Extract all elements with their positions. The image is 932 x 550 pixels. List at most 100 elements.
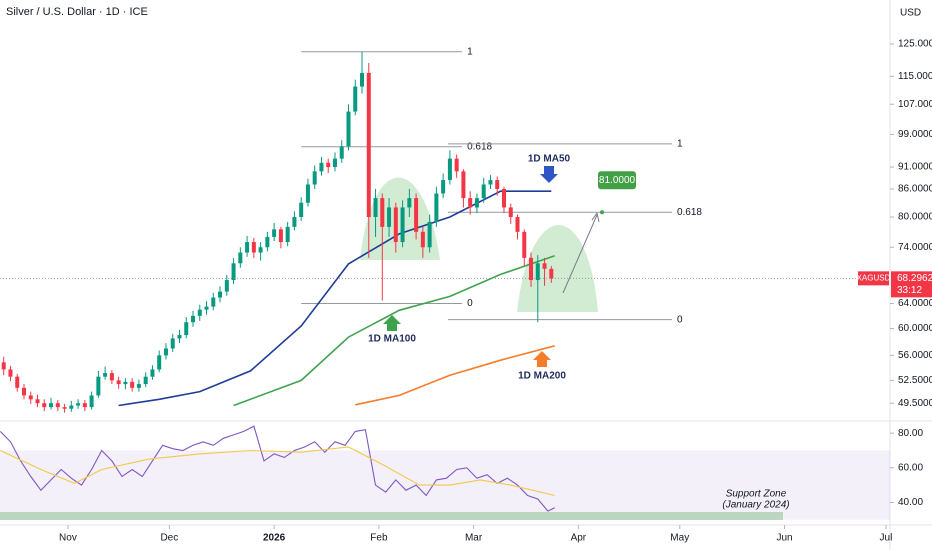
candle-body bbox=[515, 217, 520, 232]
target-point bbox=[600, 210, 605, 215]
rsi-line bbox=[0, 446, 555, 497]
moving-average bbox=[355, 345, 555, 406]
countdown-label: 33:12 bbox=[897, 285, 922, 296]
candle-body bbox=[508, 207, 513, 218]
candle-body bbox=[549, 268, 554, 279]
candle-body bbox=[143, 376, 148, 385]
pattern-shoulder bbox=[517, 225, 598, 312]
candle-body bbox=[211, 297, 216, 307]
candle-body bbox=[501, 188, 506, 208]
candle-body bbox=[292, 217, 297, 227]
candle-body bbox=[373, 198, 378, 218]
candle-body bbox=[535, 263, 540, 281]
candle-body bbox=[238, 252, 243, 264]
candle-body bbox=[380, 198, 385, 227]
candle-body bbox=[245, 242, 250, 253]
projection-arrow bbox=[562, 214, 598, 294]
x-tick-label: Nov bbox=[59, 533, 77, 544]
candle-body bbox=[420, 231, 425, 248]
candle-body bbox=[495, 180, 500, 189]
support-zone bbox=[0, 512, 783, 520]
candle-body bbox=[353, 86, 358, 112]
ma200-arrow bbox=[533, 351, 551, 367]
y-tick-label: 107.0000 bbox=[898, 99, 932, 110]
ma100-arrow bbox=[383, 315, 401, 331]
candle-body bbox=[447, 158, 452, 181]
projection-arrowhead bbox=[591, 212, 600, 223]
moving-average bbox=[233, 254, 555, 407]
y-tick-label: 56.0000 bbox=[898, 350, 932, 361]
candle-body bbox=[218, 291, 223, 298]
candle-body bbox=[170, 338, 175, 349]
candle-body bbox=[265, 236, 270, 248]
candle-body bbox=[204, 306, 209, 310]
candle-body bbox=[454, 158, 459, 172]
candle-body bbox=[366, 72, 371, 218]
fib-label: 0 bbox=[467, 298, 473, 309]
candle-body bbox=[184, 322, 189, 336]
candle-body bbox=[15, 376, 20, 388]
candle-body bbox=[434, 193, 439, 222]
candle-body bbox=[360, 72, 365, 87]
support-zone-label: Support Zone bbox=[726, 489, 787, 500]
candle-body bbox=[441, 180, 446, 194]
candle-body bbox=[231, 263, 236, 281]
y-tick-label: 60.00 bbox=[898, 462, 923, 473]
x-tick-label: Jun bbox=[776, 533, 792, 544]
ma-label: 1D MA50 bbox=[528, 154, 571, 165]
candle-body bbox=[542, 263, 547, 269]
symbol-box bbox=[858, 271, 889, 286]
candle-body bbox=[299, 202, 304, 218]
candle-body bbox=[21, 387, 26, 396]
candle-body bbox=[488, 180, 493, 185]
candle-body bbox=[35, 399, 40, 404]
y-tick-label: 74.0000 bbox=[898, 242, 932, 253]
candle-body bbox=[285, 226, 290, 243]
candle-body bbox=[319, 162, 324, 172]
candle-body bbox=[427, 221, 432, 248]
y-tick-label: 80.00 bbox=[898, 428, 923, 439]
candle-body bbox=[481, 184, 486, 199]
y-tick-label: 40.00 bbox=[898, 497, 923, 508]
fib-label: 0 bbox=[677, 314, 683, 325]
ma-label: 1D MA100 bbox=[368, 334, 416, 345]
candle-body bbox=[407, 198, 412, 208]
ma-label: 1D MA200 bbox=[518, 371, 566, 382]
candle-body bbox=[69, 405, 74, 409]
candle-body bbox=[76, 403, 81, 406]
candle-body bbox=[136, 384, 141, 388]
candle-body bbox=[474, 198, 479, 208]
fib-label: 0.618 bbox=[467, 141, 492, 152]
x-tick-label: May bbox=[670, 533, 689, 544]
chart-title: Silver / U.S. Dollar · 1D · ICE bbox=[6, 6, 148, 18]
x-tick-label: Apr bbox=[571, 533, 587, 544]
y-tick-label: 86.0000 bbox=[898, 184, 932, 195]
x-tick-label: Dec bbox=[160, 533, 178, 544]
pattern-shoulder bbox=[360, 177, 440, 260]
candle-body bbox=[197, 309, 202, 316]
y-tick-label: 91.0000 bbox=[898, 162, 932, 173]
candle-body bbox=[8, 369, 13, 377]
candle-body bbox=[62, 407, 67, 409]
target-box bbox=[598, 171, 637, 190]
fib-label: 1 bbox=[467, 46, 473, 57]
candle-body bbox=[224, 280, 229, 292]
candle-body bbox=[42, 403, 47, 408]
candle-body bbox=[258, 247, 263, 253]
symbol-label: XAGUSD bbox=[857, 273, 891, 282]
support-zone-label: (January 2024) bbox=[722, 500, 789, 511]
candle-body bbox=[28, 395, 33, 400]
fib-label: 1 bbox=[677, 139, 683, 150]
ma50-arrow bbox=[540, 166, 558, 183]
candle-body bbox=[339, 146, 344, 159]
candle-body bbox=[387, 207, 392, 227]
candle-body bbox=[251, 242, 256, 253]
candle-body bbox=[191, 315, 196, 323]
candle-body bbox=[461, 171, 466, 199]
y-tick-label: 49.5000 bbox=[898, 398, 932, 409]
candle-body bbox=[177, 335, 182, 339]
candle-body bbox=[82, 403, 87, 408]
y-tick-label: 80.0000 bbox=[898, 212, 932, 223]
candle-body bbox=[109, 373, 114, 381]
